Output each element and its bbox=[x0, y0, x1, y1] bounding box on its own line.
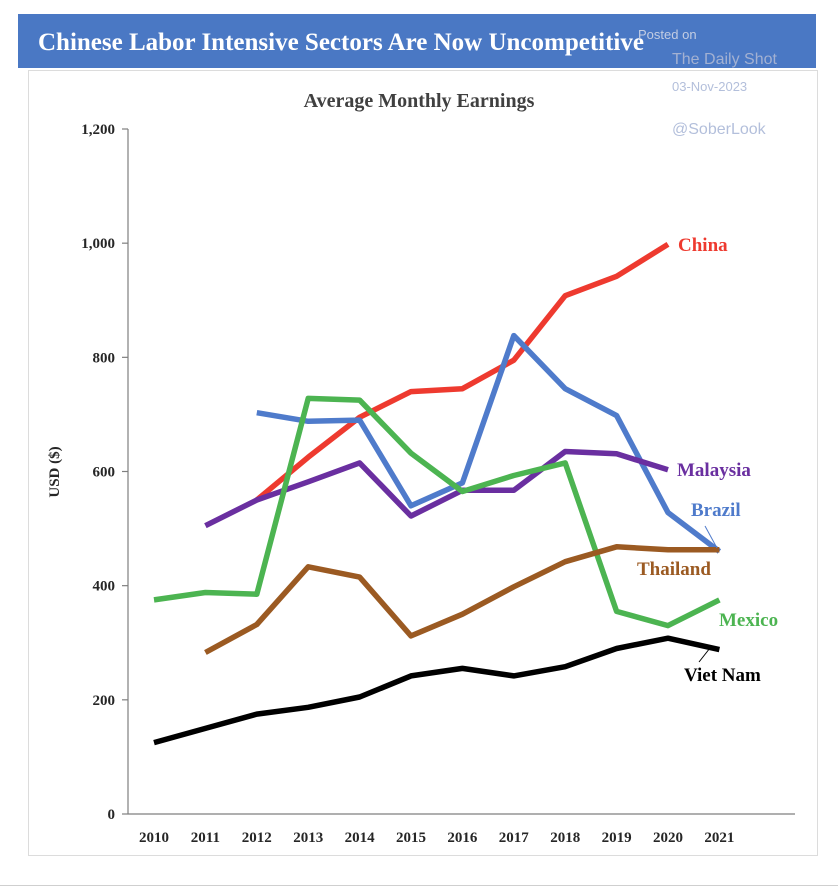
series-label-mexico: Mexico bbox=[719, 610, 778, 631]
series-label-viet-nam: Viet Nam bbox=[684, 665, 761, 686]
x-tick-label: 2013 bbox=[293, 830, 323, 846]
bottom-rule bbox=[0, 885, 838, 886]
x-tick-label: 2016 bbox=[447, 830, 478, 846]
x-tick-label: 2015 bbox=[396, 830, 426, 846]
series-line-thailand bbox=[204, 544, 720, 655]
x-tick-label: 2021 bbox=[704, 830, 734, 846]
watermark-outlet: The Daily Shot bbox=[672, 51, 777, 68]
series-line-china bbox=[255, 241, 670, 503]
y-tick-label: 600 bbox=[93, 465, 116, 481]
y-axis-label: USD ($) bbox=[47, 446, 63, 497]
chart-title: Average Monthly Earnings bbox=[304, 90, 535, 112]
series-line-mexico bbox=[153, 395, 721, 629]
banner-title: Chinese Labor Intensive Sectors Are Now … bbox=[18, 14, 816, 68]
x-tick-labels: 2010 2011 2012 2013 2014 2015 2016 2017 2018 2019… bbox=[139, 830, 734, 846]
x-tick-label: 2019 bbox=[602, 830, 632, 846]
series-label-malaysia: Malaysia bbox=[677, 460, 751, 481]
brazil-leader-line bbox=[704, 525, 718, 549]
y-tick-label: 800 bbox=[93, 350, 116, 366]
series-label-china: China bbox=[678, 235, 728, 256]
y-tick-label: 400 bbox=[93, 579, 116, 595]
x-tick-label: 2012 bbox=[242, 830, 272, 846]
x-tick-label: 2020 bbox=[653, 830, 683, 846]
watermark-posted: Posted on bbox=[638, 27, 697, 42]
y-tick-label: 0 bbox=[108, 807, 116, 823]
series-label-thailand: Thailand bbox=[637, 559, 711, 580]
y-tick-label: 1,200 bbox=[81, 122, 115, 138]
y-tick-label: 200 bbox=[93, 693, 116, 709]
viet-nam-leader-line bbox=[698, 647, 711, 663]
chart-frame bbox=[28, 70, 818, 856]
series-line-viet-nam bbox=[153, 635, 720, 746]
watermark-handle: @SoberLook bbox=[672, 121, 766, 138]
x-tick-label: 2018 bbox=[550, 830, 580, 846]
y-tick-labels: 0 200 400 600 800 1,000 1,200 bbox=[81, 122, 128, 823]
x-tick-label: 2010 bbox=[139, 830, 169, 846]
series-lines bbox=[153, 241, 722, 746]
series-label-brazil: Brazil bbox=[691, 500, 741, 521]
series-labels: China Brazil Malaysia Mexico Thailand Viet Na… bbox=[637, 235, 778, 686]
watermark-date: 03-Nov-2023 bbox=[672, 79, 748, 94]
x-tick-label: 2014 bbox=[345, 830, 376, 846]
x-tick-label: 2017 bbox=[499, 830, 530, 846]
x-tick-label: 2011 bbox=[191, 830, 220, 846]
y-tick-label: 1,000 bbox=[81, 236, 115, 252]
series-line-malaysia bbox=[204, 448, 669, 529]
